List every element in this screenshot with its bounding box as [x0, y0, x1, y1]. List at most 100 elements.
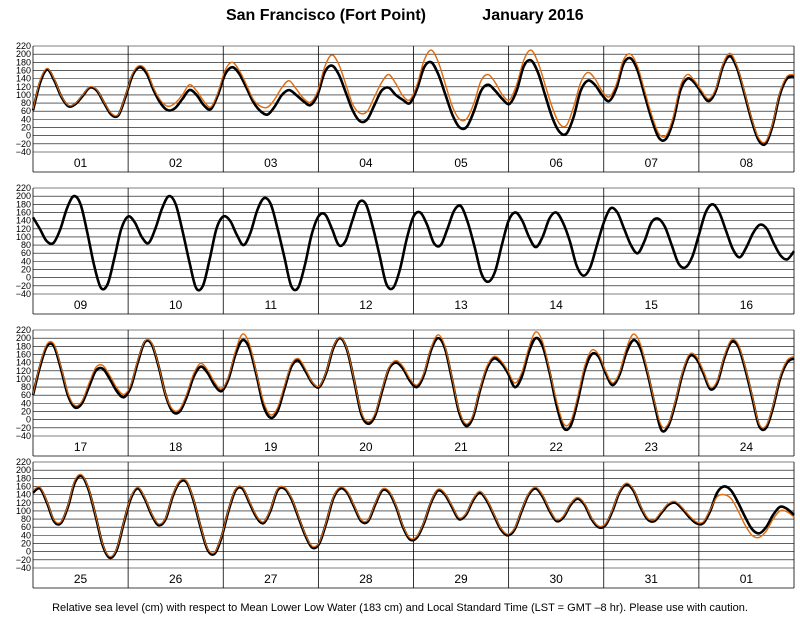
- y-tick-label: 20: [21, 265, 31, 275]
- y-tick-label: 120: [16, 82, 31, 92]
- y-tick-label: 80: [21, 240, 31, 250]
- y-tick-label: 220: [16, 325, 31, 335]
- day-label: 25: [74, 572, 88, 586]
- y-tick-label: 220: [16, 457, 31, 467]
- y-tick-label: 80: [21, 382, 31, 392]
- day-label: 19: [264, 440, 278, 454]
- y-tick-label: −20: [16, 281, 31, 291]
- y-tick-label: 0: [26, 547, 31, 557]
- y-tick-label: 0: [26, 415, 31, 425]
- day-label: 31: [645, 572, 659, 586]
- y-tick-label: 40: [21, 398, 31, 408]
- y-tick-label: 160: [16, 481, 31, 491]
- day-label: 21: [454, 440, 468, 454]
- y-tick-label: 180: [16, 341, 31, 351]
- chart-title-station: San Francisco (Fort Point): [226, 7, 426, 24]
- day-label: 27: [264, 572, 278, 586]
- day-label: 03: [264, 156, 278, 170]
- y-tick-label: 200: [16, 333, 31, 343]
- y-tick-label: 20: [21, 407, 31, 417]
- series-orange-overlay: [32, 474, 795, 558]
- y-tick-label: 20: [21, 123, 31, 133]
- day-label: 16: [740, 298, 754, 312]
- y-tick-label: 140: [16, 358, 31, 368]
- day-label: 22: [550, 440, 564, 454]
- series-black-line: [32, 474, 795, 560]
- y-tick-label: 140: [16, 74, 31, 84]
- y-tick-label: 60: [21, 390, 31, 400]
- y-tick-label: 40: [21, 114, 31, 124]
- day-label: 02: [169, 156, 183, 170]
- y-tick-label: 0: [26, 273, 31, 283]
- y-tick-label: −20: [16, 139, 31, 149]
- y-tick-label: 100: [16, 506, 31, 516]
- series-black-line: [31, 54, 795, 147]
- y-tick-label: 120: [16, 366, 31, 376]
- day-label: 01: [740, 572, 754, 586]
- y-tick-label: 160: [16, 349, 31, 359]
- day-label: 18: [169, 440, 183, 454]
- day-label: 09: [74, 298, 88, 312]
- y-tick-label: 40: [21, 530, 31, 540]
- y-tick-label: 140: [16, 490, 31, 500]
- series-orange-overlay: [32, 331, 795, 429]
- day-label: 23: [645, 440, 659, 454]
- day-label: 29: [454, 572, 468, 586]
- y-tick-label: 100: [16, 90, 31, 100]
- y-tick-label: −40: [16, 563, 31, 573]
- y-tick-label: −40: [16, 147, 31, 157]
- series-orange-overlay: [32, 49, 795, 144]
- y-tick-label: 200: [16, 465, 31, 475]
- chart-title-period: January 2016: [482, 7, 584, 24]
- day-label: 20: [359, 440, 373, 454]
- day-label: 17: [74, 440, 88, 454]
- y-tick-label: 60: [21, 106, 31, 116]
- y-tick-label: 60: [21, 248, 31, 258]
- y-tick-label: 160: [16, 207, 31, 217]
- y-tick-label: 100: [16, 232, 31, 242]
- y-tick-label: 180: [16, 199, 31, 209]
- y-tick-label: 200: [16, 191, 31, 201]
- y-tick-label: 180: [16, 57, 31, 67]
- day-label: 06: [550, 156, 564, 170]
- day-label: 11: [265, 298, 278, 312]
- day-label: 26: [169, 572, 183, 586]
- day-label: 14: [550, 298, 564, 312]
- day-label: 10: [169, 298, 183, 312]
- y-tick-label: 80: [21, 98, 31, 108]
- y-tick-label: 60: [21, 522, 31, 532]
- y-tick-label: −20: [16, 555, 31, 565]
- y-tick-label: 120: [16, 498, 31, 508]
- day-label: 24: [740, 440, 754, 454]
- day-label: 28: [359, 572, 373, 586]
- series-black-line: [31, 194, 796, 292]
- day-label: 15: [645, 298, 659, 312]
- y-tick-label: −40: [16, 431, 31, 441]
- day-label: 01: [74, 156, 88, 170]
- day-label: 30: [550, 572, 564, 586]
- y-tick-label: 40: [21, 256, 31, 266]
- y-tick-label: 180: [16, 473, 31, 483]
- y-tick-label: 220: [16, 41, 31, 51]
- y-tick-label: 220: [16, 183, 31, 193]
- y-tick-label: 20: [21, 539, 31, 549]
- day-label: 07: [645, 156, 659, 170]
- day-label: 08: [740, 156, 754, 170]
- y-tick-label: 100: [16, 374, 31, 384]
- day-label: 04: [359, 156, 373, 170]
- y-tick-label: 0: [26, 131, 31, 141]
- y-tick-label: 140: [16, 216, 31, 226]
- y-tick-label: 80: [21, 514, 31, 524]
- day-label: 12: [359, 298, 373, 312]
- y-tick-label: 120: [16, 224, 31, 234]
- y-tick-label: −40: [16, 289, 31, 299]
- y-tick-label: 160: [16, 65, 31, 75]
- footer-note: Relative sea level (cm) with respect to …: [52, 602, 748, 614]
- y-tick-label: 200: [16, 49, 31, 59]
